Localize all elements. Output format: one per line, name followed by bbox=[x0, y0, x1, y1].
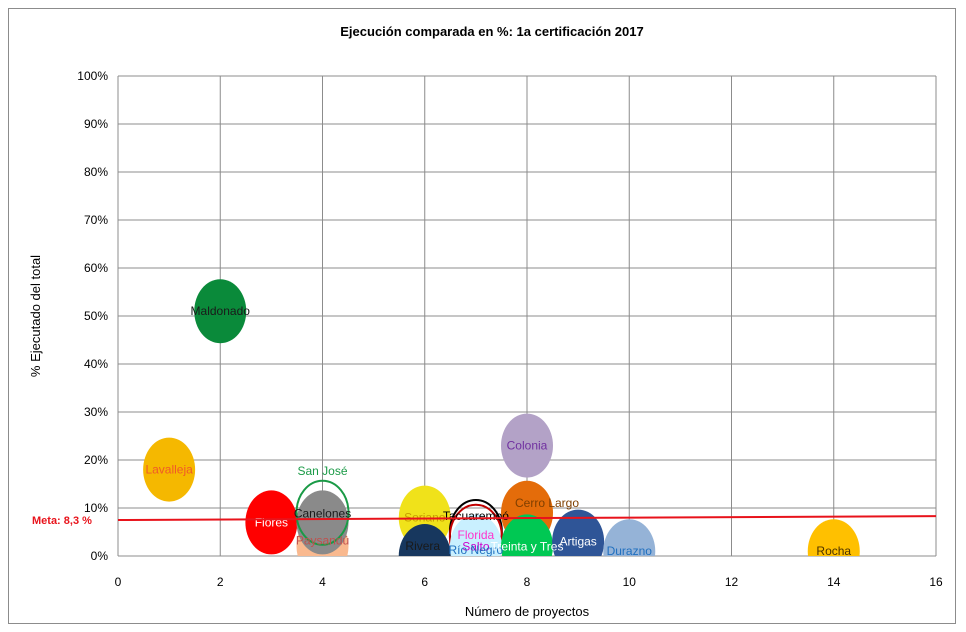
y-tick-label: 50% bbox=[84, 309, 108, 323]
x-tick-label: 14 bbox=[827, 575, 841, 589]
bubble-artigas bbox=[552, 509, 605, 556]
bubble-label-florida: Florida bbox=[458, 528, 495, 542]
bubble-durazno bbox=[603, 519, 656, 556]
bubble-label-artigas: Artigas bbox=[559, 535, 596, 549]
bubble-florida bbox=[448, 503, 503, 556]
bubble-label-san-jose: San José bbox=[297, 464, 347, 478]
x-tick-label: 4 bbox=[319, 575, 326, 589]
x-tick-label: 0 bbox=[115, 575, 122, 589]
y-tick-label: 70% bbox=[84, 213, 108, 227]
bubble-label-canelones: Canelones bbox=[294, 506, 351, 520]
bubble-label-durazno: Durazno bbox=[607, 544, 653, 558]
bubble-label-lavalleja: Lavalleja bbox=[145, 463, 193, 477]
x-tick-label: 2 bbox=[217, 575, 224, 589]
y-tick-label: 0% bbox=[91, 549, 109, 563]
x-tick-label: 8 bbox=[524, 575, 531, 589]
y-tick-label: 90% bbox=[84, 117, 108, 131]
y-tick-label: 40% bbox=[84, 357, 108, 371]
x-axis-label: Número de proyectos bbox=[465, 604, 590, 619]
bubble-layer bbox=[143, 279, 860, 556]
y-tick-labels: 0% 10% 20% 30% 40% 50% 60% 70% 80% 90% 100% bbox=[77, 69, 108, 563]
y-tick-label: 80% bbox=[84, 165, 108, 179]
bubble-label-treinta-y-tres: Treinta y Tres bbox=[491, 539, 564, 553]
x-tick-label: 10 bbox=[623, 575, 637, 589]
bubble-label-rio-negro: Río Negro bbox=[449, 543, 504, 557]
bubble-rivera bbox=[398, 524, 451, 556]
y-tick-label: 100% bbox=[77, 69, 108, 83]
bubble-label-salto: Salto bbox=[462, 539, 490, 553]
bubble-label-tacuarembo: Tacuarembó bbox=[443, 509, 509, 523]
bubble-canelones bbox=[296, 490, 349, 555]
bubble-salto bbox=[449, 514, 502, 556]
bubble-label-cerro-largo: Cerro Largo bbox=[515, 496, 579, 510]
bubble-label-rivera: Rivera bbox=[405, 539, 440, 553]
bubble-label-flores: Flores bbox=[255, 515, 288, 529]
y-axis-label: % Ejecutado del total bbox=[28, 255, 43, 377]
meta-line bbox=[117, 515, 937, 521]
bubble-maldonado bbox=[194, 279, 247, 344]
bubble-treinta-y-tres bbox=[501, 514, 553, 556]
x-tick-label: 12 bbox=[725, 575, 739, 589]
bubble-rocha bbox=[807, 519, 860, 556]
x-tick-label: 6 bbox=[421, 575, 428, 589]
chart-title: Ejecución comparada en %: 1a certificaci… bbox=[340, 24, 643, 39]
y-tick-label: 30% bbox=[84, 405, 108, 419]
bubble-san-jose bbox=[295, 479, 350, 546]
x-tick-label: 16 bbox=[929, 575, 943, 589]
bubble-colonia bbox=[501, 413, 553, 478]
y-tick-label: 20% bbox=[84, 453, 108, 467]
bubble-lavalleja bbox=[143, 437, 196, 502]
bubble-label-maldonado: Maldonado bbox=[191, 304, 251, 318]
meta-label: Meta: 8,3 % bbox=[32, 515, 92, 527]
bubble-label-rocha: Rocha bbox=[816, 544, 851, 558]
y-tick-label: 10% bbox=[84, 501, 108, 515]
bubble-labels: Maldonado Lavalleja Flores Paysandú Canelone… bbox=[145, 304, 851, 558]
bubble-label-paysandu: Paysandú bbox=[296, 533, 349, 547]
y-tick-label: 60% bbox=[84, 261, 108, 275]
x-tick-labels: 0 2 4 6 8 10 12 14 16 bbox=[115, 575, 943, 589]
bubble-label-colonia: Colonia bbox=[507, 439, 548, 453]
grid bbox=[117, 75, 937, 557]
bubble-flores bbox=[245, 490, 298, 555]
